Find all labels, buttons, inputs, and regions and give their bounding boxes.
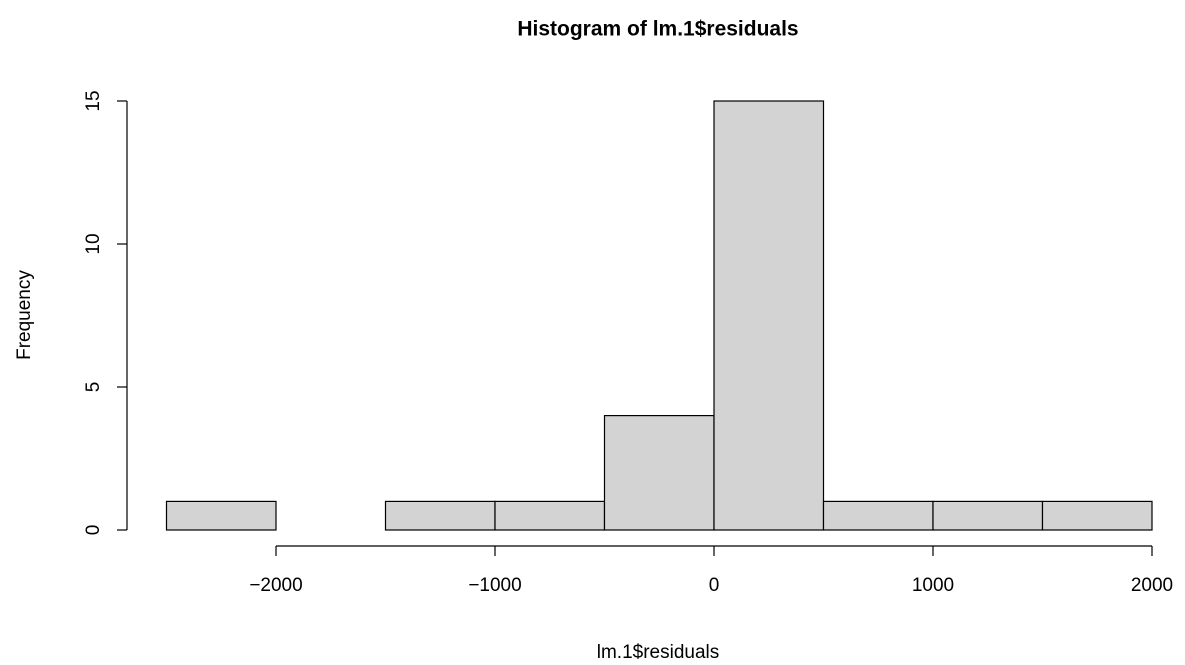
y-tick-label: 5 [83,382,104,393]
bar [384,500,496,531]
x-tick-label: 0 [709,575,720,596]
y-axis-label: Frequency [14,270,35,360]
bar [165,500,277,531]
bar [1041,500,1153,531]
x-tick-label: 1000 [912,575,954,596]
bar [932,500,1044,531]
bar [603,415,715,531]
x-tick-label: −1000 [468,575,521,596]
chart-title: Histogram of lm.1$residuals [517,18,798,41]
bar [713,100,825,531]
y-tick-label: 10 [83,233,104,254]
x-tick-label: −2000 [249,575,302,596]
bar [494,500,606,531]
bar [822,500,934,531]
x-axis-label: lm.1$residuals [597,642,720,663]
x-tick-label: 2000 [1131,575,1173,596]
y-tick-label: 15 [83,90,104,111]
y-tick-label: 0 [83,525,104,536]
